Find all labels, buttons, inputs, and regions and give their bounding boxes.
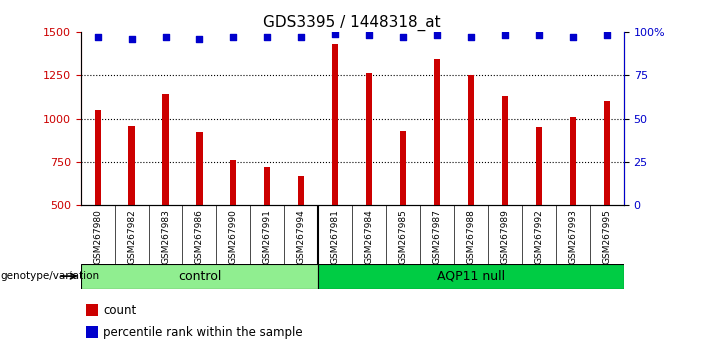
Bar — [332, 44, 339, 205]
Bar — [502, 96, 508, 205]
Text: GSM267983: GSM267983 — [161, 210, 170, 264]
Point — [92, 34, 103, 40]
Text: GSM267980: GSM267980 — [93, 210, 102, 264]
Bar — [400, 131, 407, 205]
Text: GSM267992: GSM267992 — [534, 210, 543, 264]
Bar — [570, 117, 576, 205]
Text: genotype/variation: genotype/variation — [0, 271, 99, 281]
Text: GSM267982: GSM267982 — [127, 210, 136, 264]
Point — [126, 36, 137, 42]
Bar — [468, 75, 474, 205]
Bar — [196, 132, 203, 205]
Point — [364, 33, 375, 38]
Text: AQP11 null: AQP11 null — [437, 270, 505, 282]
Bar — [536, 127, 542, 205]
Text: GSM267994: GSM267994 — [297, 210, 306, 264]
Bar — [298, 176, 304, 205]
Text: count: count — [104, 304, 137, 317]
Bar — [128, 126, 135, 205]
Text: GSM267990: GSM267990 — [229, 210, 238, 264]
Text: GSM267984: GSM267984 — [365, 210, 374, 264]
Text: GSM267993: GSM267993 — [569, 210, 578, 264]
Bar — [95, 110, 101, 205]
Text: GSM267988: GSM267988 — [467, 210, 475, 264]
Point — [261, 34, 273, 40]
Bar — [434, 59, 440, 205]
Text: GSM267995: GSM267995 — [602, 210, 611, 264]
Point — [228, 34, 239, 40]
Point — [432, 33, 443, 38]
Point — [329, 31, 341, 36]
Text: GSM267981: GSM267981 — [331, 210, 340, 264]
Text: percentile rank within the sample: percentile rank within the sample — [104, 326, 303, 338]
Point — [397, 34, 409, 40]
Point — [601, 33, 613, 38]
Point — [533, 33, 545, 38]
Bar — [604, 101, 610, 205]
Point — [296, 34, 307, 40]
Text: GSM267986: GSM267986 — [195, 210, 204, 264]
Bar — [81, 264, 318, 289]
Text: GSM267985: GSM267985 — [399, 210, 408, 264]
Bar — [318, 264, 624, 289]
Text: GSM267989: GSM267989 — [501, 210, 510, 264]
Point — [499, 33, 510, 38]
Text: control: control — [178, 270, 221, 282]
Text: GSM267987: GSM267987 — [433, 210, 442, 264]
Point — [567, 34, 578, 40]
Point — [194, 36, 205, 42]
Bar — [264, 167, 271, 205]
Point — [160, 34, 171, 40]
Bar — [366, 74, 372, 205]
Text: GSM267991: GSM267991 — [263, 210, 272, 264]
Title: GDS3395 / 1448318_at: GDS3395 / 1448318_at — [264, 14, 441, 30]
Bar — [163, 94, 168, 205]
Bar — [231, 160, 236, 205]
Point — [465, 34, 477, 40]
Bar — [86, 304, 98, 316]
Bar — [86, 326, 98, 338]
